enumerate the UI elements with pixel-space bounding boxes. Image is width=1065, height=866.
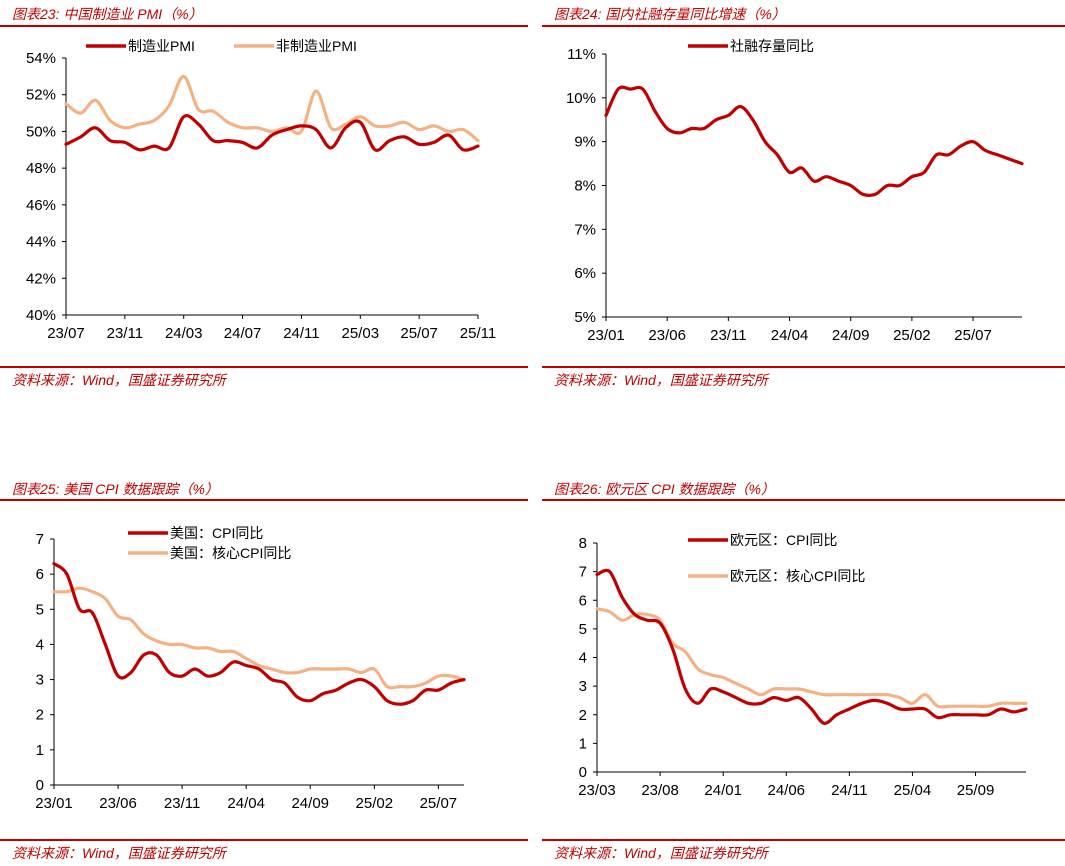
y-tick-label: 7% [574, 221, 596, 238]
series-line [52, 562, 466, 706]
source-rule [0, 366, 528, 368]
x-tick-label: 25/11 [460, 325, 496, 342]
eurozone-cpi-chart: 0 1 2 3 4 5 6 7 8 23/03 23/08 24/01 24/06 24/11 25/04 2… [578, 532, 1028, 799]
x-tick-label: 25/04 [894, 782, 932, 799]
y-tick-label: 50% [26, 123, 56, 140]
x-tick-label: 24/09 [291, 795, 329, 812]
y-tick-label: 0 [579, 764, 587, 781]
x-tick-label: 24/11 [283, 325, 319, 342]
title-rule [0, 25, 528, 27]
source-rule [542, 839, 1065, 841]
legend-label: 欧元区：CPI同比 [730, 532, 837, 548]
y-tick-label: 2 [579, 707, 587, 724]
series-line [595, 568, 1028, 725]
source-note: 资料来源：Wind，国盛证券研究所 [554, 372, 768, 388]
y-tick-label: 8 [579, 535, 587, 552]
x-tick-label: 24/09 [832, 327, 870, 344]
y-tick-label: 3 [36, 672, 44, 689]
x-tick-label: 25/02 [893, 327, 931, 344]
y-tick-label: 4 [36, 636, 44, 653]
y-tick-label: 11% [567, 46, 596, 63]
y-tick-label: 5% [574, 309, 596, 326]
legend-label: 制造业PMI [128, 38, 195, 54]
x-tick-label: 23/11 [164, 795, 200, 812]
us-cpi-chart: 0 1 2 3 4 5 6 7 23/01 23/06 23/11 24/04 24/09 25/02 25… [35, 525, 466, 812]
y-tick-label: 5 [36, 601, 44, 618]
x-tick-label: 24/01 [704, 782, 742, 799]
series-line [64, 114, 480, 152]
panel-title: 图表24: 国内社融存量同比增速（%） [554, 6, 786, 22]
legend-label: 社融存量同比 [730, 38, 814, 54]
y-tick-label: 1 [579, 735, 587, 752]
x-tick-label: 25/09 [957, 782, 995, 799]
panel-eurozone-cpi: 图表26: 欧元区 CPI 数据跟踪（%） 0 1 2 3 4 5 6 7 8 23/03 23/0… [542, 475, 1065, 866]
y-tick-label: 46% [26, 197, 56, 214]
title-rule [0, 499, 528, 501]
x-tick-label: 24/07 [224, 325, 262, 342]
y-tick-label: 7 [579, 564, 587, 581]
panel-social-financing: 图表24: 国内社融存量同比增速（%） 5% 6% 7% 8% 9% 10% 11% 23/0… [542, 0, 1065, 400]
y-tick-label: 48% [26, 160, 56, 177]
series-line [64, 74, 480, 143]
x-tick-label: 23/11 [107, 325, 143, 342]
panel-title: 图表26: 欧元区 CPI 数据跟踪（%） [554, 481, 775, 497]
series-line [604, 85, 1024, 197]
pmi-chart: 40% 42% 44% 46% 48% 50% 52% 54% 23/07 23/11 24/03 2… [26, 38, 496, 342]
x-tick-label: 23/06 [648, 327, 686, 344]
y-tick-label: 3 [579, 678, 587, 695]
x-tick-label: 23/01 [587, 327, 625, 344]
y-tick-label: 4 [579, 650, 587, 667]
y-tick-label: 5 [579, 621, 587, 638]
x-tick-label: 25/07 [400, 325, 438, 342]
y-tick-label: 10% [566, 90, 596, 107]
legend-label: 美国：CPI同比 [170, 525, 263, 541]
source-rule [0, 839, 528, 841]
x-tick-label: 25/07 [954, 327, 992, 344]
y-tick-label: 52% [26, 87, 56, 104]
y-tick-label: 6 [579, 592, 587, 609]
panel-title: 图表25: 美国 CPI 数据跟踪（%） [12, 481, 219, 497]
y-tick-label: 42% [26, 270, 56, 287]
x-tick-label: 25/03 [342, 325, 380, 342]
x-tick-label: 24/06 [767, 782, 805, 799]
y-tick-label: 40% [26, 307, 56, 324]
panel-title: 图表23: 中国制造业 PMI（%） [12, 6, 203, 22]
title-rule [542, 25, 1065, 27]
panel-us-cpi: 图表25: 美国 CPI 数据跟踪（%） 0 1 2 3 4 5 6 7 23/01 23/06 2… [0, 475, 528, 866]
x-tick-label: 24/04 [771, 327, 809, 344]
y-tick-label: 6% [574, 265, 596, 282]
x-tick-label: 25/07 [420, 795, 458, 812]
legend-label: 欧元区：核心CPI同比 [730, 568, 865, 584]
y-tick-label: 0 [36, 777, 44, 794]
y-tick-label: 54% [26, 50, 56, 67]
legend-label: 非制造业PMI [276, 38, 357, 54]
x-tick-label: 23/11 [710, 327, 746, 344]
source-rule [542, 366, 1065, 368]
legend-label: 美国：核心CPI同比 [170, 545, 291, 561]
x-tick-label: 23/07 [47, 325, 85, 342]
source-note: 资料来源：Wind，国盛证券研究所 [12, 845, 226, 861]
panel-manufacturing-pmi: 图表23: 中国制造业 PMI（%） 40% 42% 44% 46% 48% 50% 52%… [0, 0, 528, 400]
x-tick-label: 25/02 [356, 795, 394, 812]
y-tick-label: 44% [26, 234, 56, 251]
title-rule [542, 499, 1065, 501]
x-tick-label: 24/03 [165, 325, 203, 342]
social-financing-chart: 5% 6% 7% 8% 9% 10% 11% 23/01 23/06 23/11 24/04 24/0… [566, 38, 1024, 344]
x-tick-label: 24/04 [227, 795, 265, 812]
x-tick-label: 23/03 [578, 782, 616, 799]
y-tick-label: 6 [36, 566, 44, 583]
x-tick-label: 24/11 [831, 782, 867, 799]
source-note: 资料来源：Wind，国盛证券研究所 [12, 372, 226, 388]
series-line [52, 586, 466, 690]
y-tick-label: 8% [574, 178, 596, 195]
x-tick-label: 23/01 [35, 795, 73, 812]
x-tick-label: 23/06 [99, 795, 137, 812]
x-tick-label: 23/08 [641, 782, 679, 799]
source-note: 资料来源：Wind，国盛证券研究所 [554, 845, 768, 861]
y-tick-label: 2 [36, 707, 44, 724]
y-tick-label: 9% [574, 134, 596, 151]
y-tick-label: 7 [36, 531, 44, 548]
y-tick-label: 1 [36, 742, 44, 759]
